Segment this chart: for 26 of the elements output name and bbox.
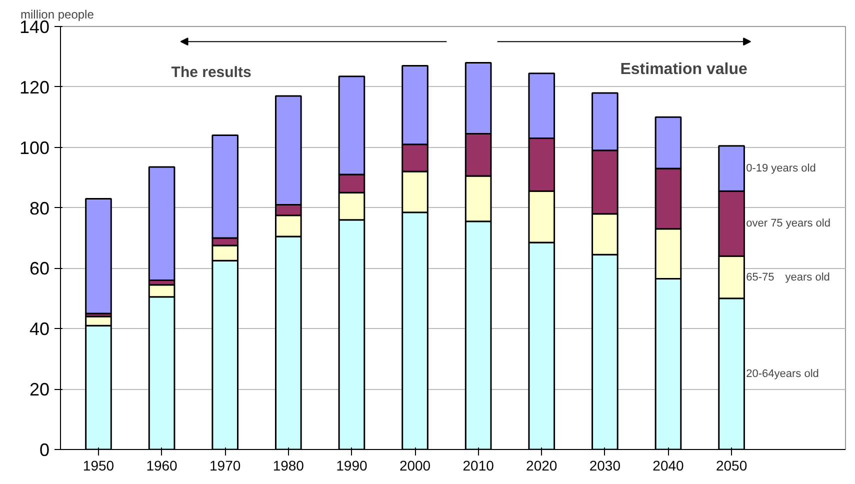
y-tick-label: 60 [29, 258, 50, 279]
y-tick-label: 40 [29, 319, 50, 340]
x-tick-label: 2050 [716, 458, 748, 474]
series-label: over 75 years old [746, 218, 830, 230]
x-tick-label: 2010 [462, 458, 494, 474]
series-label: 20-64years old [746, 368, 819, 380]
y-tick-label: 100 [19, 138, 50, 158]
annotation: The results [171, 64, 252, 81]
x-tick-label: 1980 [272, 458, 304, 474]
y-tick-label: 20 [29, 380, 50, 400]
y-tick-label: 80 [29, 198, 50, 218]
bar [148, 166, 176, 282]
y-tick-label: 0 [39, 440, 50, 460]
bar [85, 198, 112, 314]
x-tick-label: 2020 [526, 458, 558, 474]
x-tick-label: 1950 [82, 458, 114, 474]
x-tick-label: 1970 [210, 458, 241, 474]
x-tick-label: 2030 [589, 458, 621, 474]
series-label: 0-19 years old [746, 162, 816, 175]
x-tick-label: 1960 [146, 458, 178, 474]
annotation: Estimation value [620, 60, 748, 78]
x-tick-label: 1990 [336, 458, 368, 474]
x-tick-label: 2040 [652, 458, 684, 474]
series-label: 65-75 years old [746, 271, 830, 284]
x-tick-label: 2000 [399, 458, 431, 474]
y-tick-label: 120 [19, 77, 50, 98]
